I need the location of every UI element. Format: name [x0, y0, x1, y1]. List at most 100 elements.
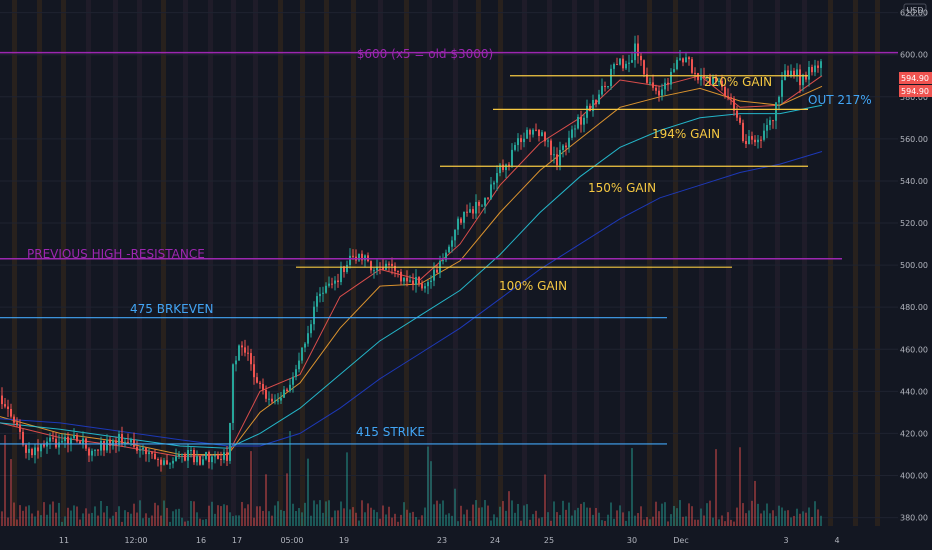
- candle-body: [697, 73, 699, 81]
- candle-body: [238, 345, 240, 361]
- candle-body: [565, 145, 567, 148]
- volume-bar: [64, 516, 66, 526]
- volume-bar: [358, 520, 360, 526]
- volume-bar: [607, 514, 609, 526]
- candle-body: [739, 117, 741, 123]
- session-band: [278, 0, 283, 526]
- volume-bar: [61, 521, 63, 526]
- volume-bar: [721, 515, 723, 526]
- candle-body: [184, 453, 186, 461]
- candle-body: [529, 129, 531, 135]
- candle-body: [796, 69, 798, 76]
- volume-bar: [640, 506, 642, 526]
- volume-bar: [718, 519, 720, 526]
- candle-body: [562, 145, 564, 150]
- candle-body: [214, 455, 216, 457]
- price-tag: [899, 85, 932, 97]
- volume-bar: [286, 473, 288, 526]
- session-band: [183, 0, 188, 526]
- candle-body: [70, 438, 72, 445]
- candle-body: [358, 253, 360, 261]
- price-tag-label: 594.90: [901, 87, 929, 96]
- candle-body: [202, 459, 204, 465]
- volume-bar: [106, 506, 108, 526]
- candle-body: [535, 129, 537, 131]
- volume-bar: [538, 518, 540, 526]
- candle-body: [541, 132, 543, 136]
- volume-bar: [190, 500, 192, 526]
- candle-body: [175, 456, 177, 461]
- currency-badge[interactable]: [903, 3, 927, 17]
- volume-bar: [487, 505, 489, 526]
- volume-bar: [526, 504, 528, 526]
- volume-bar: [571, 515, 573, 526]
- candle-body: [649, 82, 651, 84]
- candle-body: [421, 283, 423, 289]
- volume-bar: [238, 515, 240, 526]
- horizontal-levels[interactable]: $600 (x5 = old $3000) PREVIOUS HIGH -RESI…: [0, 47, 932, 445]
- volume-bar: [739, 447, 741, 526]
- volume-bar: [457, 521, 459, 526]
- candle-body: [820, 61, 822, 68]
- candle-body: [307, 333, 309, 344]
- volume-bar: [460, 505, 462, 526]
- candle-body: [283, 389, 285, 398]
- candle-body: [226, 452, 228, 461]
- candle-body: [106, 439, 108, 451]
- candle-body: [445, 252, 447, 261]
- session-band: [253, 0, 258, 526]
- price-axis[interactable]: USD 380.00 400.00 420.00 440.00 460.00 480.00…: [898, 0, 932, 550]
- volume-bar: [469, 520, 471, 526]
- candle-body: [760, 139, 762, 141]
- volume-bar: [730, 519, 732, 526]
- volume-bar: [304, 502, 306, 526]
- candle-body: [133, 439, 135, 447]
- candle-body: [31, 448, 33, 456]
- volume-bar: [700, 508, 702, 526]
- volume-bar: [781, 507, 783, 526]
- candle-body: [271, 398, 273, 402]
- candle-body: [277, 400, 279, 402]
- volume-bar: [52, 501, 54, 526]
- volume-bar: [154, 502, 156, 526]
- session-band: [775, 0, 780, 526]
- candle-body: [448, 246, 450, 253]
- candle-body: [628, 62, 630, 64]
- volume-bar: [814, 501, 816, 526]
- volume-bar: [244, 508, 246, 526]
- candle-body: [136, 446, 138, 451]
- time-tick-label: 23: [437, 536, 447, 545]
- candle-body: [715, 76, 717, 82]
- candle-body: [706, 76, 708, 79]
- volume-bar: [46, 514, 48, 526]
- session-band: [673, 0, 678, 526]
- candle-body: [577, 116, 579, 129]
- candle-body: [169, 463, 171, 465]
- candle-body: [265, 389, 267, 399]
- candle-body: [634, 43, 636, 61]
- price-tag: [899, 72, 932, 84]
- candle-body: [601, 85, 603, 95]
- candle-body: [637, 43, 639, 56]
- volume-bar: [181, 517, 183, 526]
- volume-bar: [271, 515, 273, 526]
- candle-body: [532, 129, 534, 135]
- candle-body: [364, 255, 366, 261]
- candle-body: [34, 447, 36, 456]
- candle-body: [805, 74, 807, 80]
- time-axis[interactable]: 11 12:00 16 17 05:00 19 23 24 25 30 Dec 3 4: [59, 536, 840, 545]
- candle-body: [655, 87, 657, 91]
- candle-body: [463, 211, 465, 223]
- volume-bar: [310, 515, 312, 526]
- candle-body: [808, 66, 810, 80]
- candle-body: [331, 283, 333, 285]
- volume-bar: [766, 503, 768, 526]
- time-tick-label: 25: [544, 536, 554, 545]
- currency-label: USD: [906, 6, 923, 15]
- candle-body: [37, 447, 39, 452]
- time-tick-label: 24: [490, 536, 500, 545]
- candle-body: [598, 94, 600, 105]
- candle-body: [736, 110, 738, 118]
- volume-bar: [325, 501, 327, 526]
